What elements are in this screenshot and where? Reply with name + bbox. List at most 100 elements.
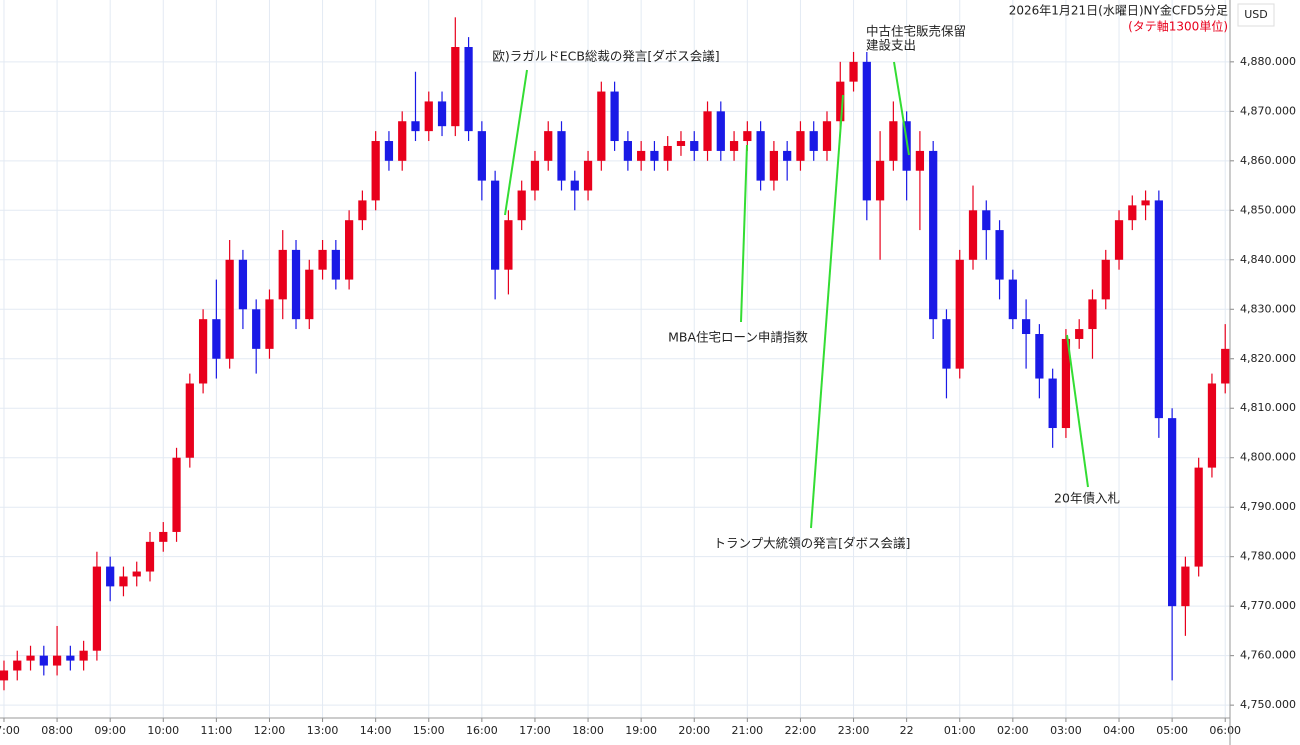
candle-body (1048, 378, 1057, 429)
y-axis-panel (1230, 0, 1300, 745)
candle-body (610, 91, 619, 142)
candle-body (278, 249, 287, 300)
candle-body (703, 111, 712, 151)
candle-body (212, 319, 221, 359)
candle-body (0, 670, 9, 681)
candle-body (756, 131, 765, 181)
candle-body (1008, 279, 1017, 320)
candle-body (371, 141, 380, 201)
x-tick-label: 23:00 (838, 724, 870, 737)
candle-body (623, 141, 632, 161)
x-tick-label: 04:00 (1103, 724, 1135, 737)
candle-body (690, 141, 699, 151)
candle-body (13, 660, 22, 671)
y-tick-label: 4,800.000 (1240, 451, 1296, 464)
candle-body (1194, 467, 1203, 567)
x-tick-label: 09:00 (94, 724, 126, 737)
candle-body (66, 655, 75, 661)
candle-body (517, 190, 526, 221)
candle-body (955, 259, 964, 369)
candle-body (159, 531, 168, 542)
y-tick-label: 4,880.000 (1240, 55, 1296, 68)
annotation: 20年債入札 (1054, 491, 1120, 506)
y-tick-label: 4,850.000 (1240, 203, 1296, 216)
candle-body (145, 541, 155, 572)
x-tick-label: 18:00 (572, 724, 604, 737)
annotation: 建設支出 (866, 38, 916, 53)
x-tick-label: 22:00 (785, 724, 817, 737)
x-tick-label: 21:00 (731, 724, 763, 737)
candle-body (1035, 334, 1044, 379)
y-tick-label: 4,750.000 (1240, 698, 1296, 711)
x-tick-label: 22 (900, 724, 914, 737)
candle-body (809, 131, 818, 151)
y-tick-label: 4,780.000 (1240, 550, 1296, 563)
chart-subtitle: (タテ軸1300単位) (1128, 19, 1228, 34)
x-tick-label: 03:00 (1050, 724, 1082, 737)
annotation-line (1066, 334, 1089, 488)
candle-body (796, 131, 805, 161)
candle-body (875, 160, 885, 201)
candle-body (663, 145, 672, 161)
x-tick-label: 02:00 (997, 724, 1029, 737)
candle-body (1021, 319, 1031, 335)
candle-body (1101, 259, 1110, 300)
x-tick-label: 07:00 (0, 724, 20, 737)
candle-body (464, 47, 473, 132)
candle-body (92, 566, 102, 651)
candle-body (1207, 383, 1217, 468)
candle-body (597, 91, 606, 161)
candle-body (132, 571, 141, 577)
candle-body (544, 131, 553, 161)
x-tick-label: 01:00 (944, 724, 976, 737)
candle-body (345, 220, 354, 280)
x-tick-label: 06:00 (1209, 724, 1241, 737)
candle-body (849, 61, 858, 82)
candle-body (1221, 348, 1230, 384)
candle-body (437, 101, 447, 127)
candle-body (291, 249, 301, 320)
x-tick-label: 05:00 (1156, 724, 1188, 737)
candle-body (384, 141, 394, 161)
candle-body (305, 269, 314, 320)
x-tick-label: 17:00 (519, 724, 551, 737)
annotation: MBA住宅ローン申請指数 (668, 330, 808, 345)
candle-body (650, 150, 659, 161)
candle-body (172, 457, 181, 532)
candle-body (477, 131, 486, 181)
candle-body (52, 655, 62, 666)
annotation-line (893, 61, 910, 156)
annotation: 中古住宅販売保留 (866, 24, 966, 39)
candle-body (889, 121, 898, 161)
candle-body (995, 230, 1004, 280)
x-tick-label: 08:00 (41, 724, 73, 737)
candle-body (637, 150, 646, 161)
annotation-line (504, 69, 528, 216)
annotation: トランプ大統領の発言[ダボス会議] (714, 536, 911, 551)
y-tick-label: 4,760.000 (1240, 649, 1296, 662)
candle-body (424, 101, 433, 132)
candle-body (119, 576, 128, 587)
candle-body (185, 383, 194, 458)
candle-body (39, 655, 48, 666)
candle-body (676, 141, 686, 146)
candle-body (252, 309, 261, 349)
candle-body (504, 220, 513, 270)
x-tick-label: 15:00 (413, 724, 445, 737)
candle-body (583, 160, 593, 191)
x-tick-label: 20:00 (678, 724, 710, 737)
candle-body (822, 121, 832, 151)
candle-body (942, 319, 951, 369)
candle-body (79, 650, 88, 661)
chart-title: 2026年1月21日(水曜日)NY金CFD5分足 (1009, 3, 1228, 18)
candle-body (743, 131, 752, 142)
x-tick-label: 13:00 (307, 724, 339, 737)
candle-body (1061, 338, 1071, 429)
currency: USD (1244, 8, 1268, 21)
candle-body (26, 655, 35, 661)
candle-body (1168, 418, 1177, 607)
candle-body (929, 150, 938, 320)
candle-body (331, 249, 340, 280)
candle-body (915, 150, 925, 171)
